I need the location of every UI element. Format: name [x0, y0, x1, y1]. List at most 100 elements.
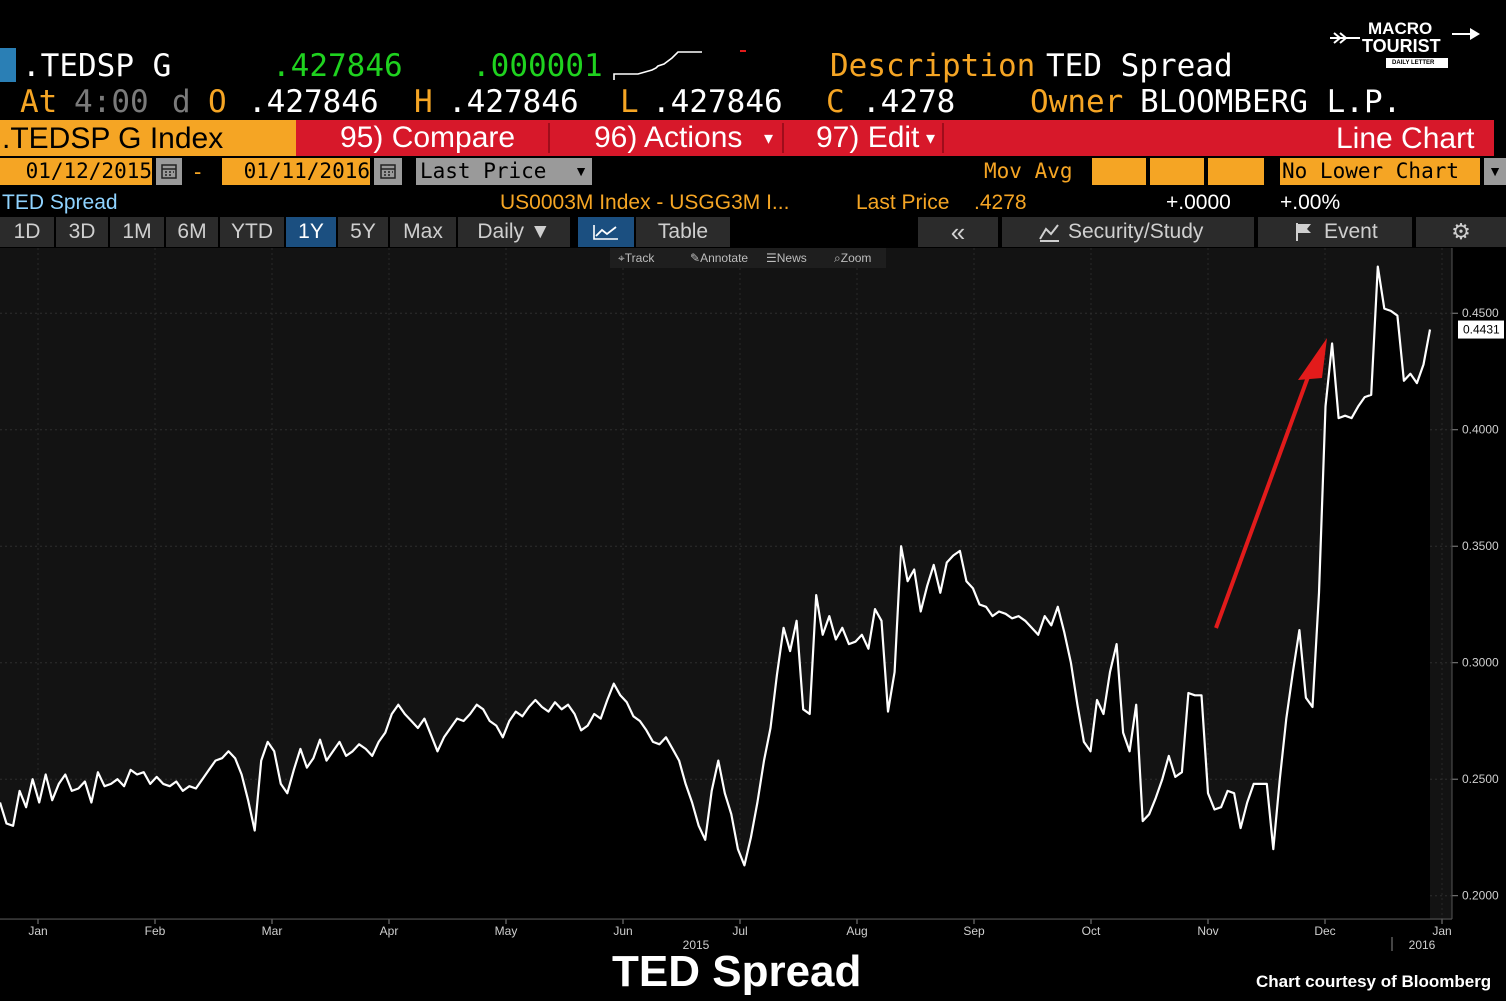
toolbar-divider: [942, 123, 944, 153]
table-view-button[interactable]: Table: [636, 217, 730, 247]
period-5y[interactable]: 5Y: [338, 217, 388, 247]
series-name[interactable]: TED Spread: [2, 191, 118, 214]
chart-credit: Chart courtesy of Bloomberg: [1256, 972, 1492, 991]
period-3d[interactable]: 3D: [56, 217, 108, 247]
y-tick-label: 0.2500: [1462, 772, 1499, 786]
x-tick-label: Mar: [262, 924, 283, 938]
gear-icon: ⚙: [1451, 219, 1471, 244]
year-label: 2015: [683, 938, 710, 952]
lower-chart-dropdown-icon[interactable]: ▼: [1484, 158, 1506, 185]
end-date-input[interactable]: 01/11/2016: [222, 158, 370, 185]
back-button[interactable]: «: [918, 217, 998, 247]
series-formula: US0003M Index - USGG3M I...: [500, 191, 790, 214]
legend-pct-change: +.00%: [1280, 191, 1341, 214]
close-label: C: [826, 84, 845, 120]
chart-caption: TED Spread: [612, 947, 862, 996]
line-chart-toggle[interactable]: [578, 217, 634, 247]
last-price: .427846: [272, 48, 403, 84]
quote-time: 4:00: [74, 84, 149, 120]
x-tick-label: Jul: [732, 924, 747, 938]
frequency-select[interactable]: Daily ▼: [458, 217, 570, 247]
lower-chart-select[interactable]: No Lower Chart: [1280, 158, 1480, 185]
logo-line1: MACRO: [1368, 19, 1433, 38]
close-value: .4278: [862, 84, 956, 120]
security-marker: [0, 48, 16, 82]
last-value-tag: 0.4431: [1458, 320, 1504, 339]
edit-chevron-icon: ▾: [926, 128, 936, 148]
period-ytd[interactable]: YTD: [220, 217, 284, 247]
chart-tool-strip: ⌖ Track ✎ Annotate ☰ News ⌕ Zoom: [610, 248, 886, 268]
y-tick-label: 0.3500: [1462, 539, 1499, 553]
mov-avg-input-1[interactable]: [1092, 158, 1146, 185]
chart-type-label[interactable]: Line Chart: [1336, 122, 1475, 155]
legend-change: +.0000: [1166, 191, 1231, 214]
period-6m[interactable]: 6M: [166, 217, 218, 247]
year-label: 2016: [1409, 938, 1436, 952]
ticker-symbol[interactable]: .TEDSP G: [22, 48, 172, 84]
zoom-tool[interactable]: ⌕ Zoom: [834, 248, 871, 268]
mov-avg-input-2[interactable]: [1150, 158, 1204, 185]
start-calendar-icon[interactable]: [156, 158, 182, 185]
x-tick-label: May: [495, 924, 518, 938]
logo-line2: TOURIST: [1362, 36, 1441, 56]
description-label: Description: [830, 48, 1036, 84]
security-tab[interactable]: .TEDSP G Index: [0, 120, 296, 156]
start-date-input[interactable]: 01/12/2015: [0, 158, 152, 185]
toolbar-divider: [548, 123, 550, 153]
security-study-label: Security/Study: [1068, 220, 1204, 243]
price-field-select[interactable]: Last Price: [416, 158, 570, 185]
actions-button[interactable]: 96) Actions: [594, 121, 743, 154]
flag-icon: [1296, 223, 1311, 241]
news-tool[interactable]: ☰ News: [766, 248, 807, 268]
net-change: .000001: [472, 48, 603, 84]
open-value: .427846: [248, 84, 379, 120]
x-tick-label: Oct: [1082, 924, 1101, 938]
annotate-tool[interactable]: ✎ Annotate: [690, 248, 748, 268]
track-tool[interactable]: ⌖ Track: [618, 248, 654, 268]
security-tab-label: .TEDSP G Index: [2, 122, 224, 155]
edit-button[interactable]: 97) Edit: [816, 121, 920, 154]
macro-tourist-logo: MACRO TOURIST DAILY LETTER: [1330, 16, 1490, 70]
event-button[interactable]: Event: [1258, 217, 1412, 247]
sparkline-icon: [613, 50, 746, 80]
end-calendar-icon[interactable]: [374, 158, 402, 185]
x-tick-label: Nov: [1197, 924, 1218, 938]
legend-last-value: .4278: [974, 191, 1027, 214]
settings-button[interactable]: ⚙: [1416, 217, 1506, 247]
news-label: News: [776, 251, 807, 265]
high-value: .427846: [448, 84, 579, 120]
period-1m[interactable]: 1M: [110, 217, 164, 247]
ted-spread-chart[interactable]: Jan Feb Mar Apr May Jun Jul Aug Sep Oct Nov Dec Jan2…: [0, 248, 1506, 1001]
mov-avg-input-3[interactable]: [1208, 158, 1264, 185]
period-1y[interactable]: 1Y: [286, 217, 336, 247]
compare-button[interactable]: 95) Compare: [340, 121, 516, 154]
period-max[interactable]: Max: [390, 217, 456, 247]
line-chart-icon: [593, 225, 618, 240]
low-value: .427846: [652, 84, 783, 120]
at-label: At: [20, 84, 58, 120]
x-tick-label: Apr: [380, 924, 399, 938]
low-label: L: [620, 84, 639, 120]
zoom-label: Zoom: [840, 251, 872, 265]
chart-toolbar: 1D 3D 1M 6M YTD 1Y 5Y Max Daily ▼ Table …: [0, 217, 1506, 247]
mov-avg-label: Mov Avg: [984, 159, 1073, 183]
annotate-label: Annotate: [700, 251, 749, 265]
trend-arrow-head: [1298, 338, 1327, 380]
open-label: O: [208, 84, 227, 120]
y-tick-label: 0.2000: [1462, 889, 1499, 903]
x-tick-label: Jan: [1432, 924, 1451, 938]
owner-label: Owner: [1030, 84, 1124, 120]
x-tick-label: Jan: [28, 924, 47, 938]
period-1d[interactable]: 1D: [0, 217, 54, 247]
x-tick-label: Jun: [613, 924, 632, 938]
price-field-dropdown-icon[interactable]: ▼: [570, 158, 592, 185]
y-tick-label: 0.3000: [1462, 656, 1499, 670]
trend-arrow-shaft: [1214, 365, 1314, 629]
series-area-fill: [0, 266, 1430, 920]
y-tick-label: 0.4500: [1462, 306, 1499, 320]
last-value-label: 0.4431: [1463, 323, 1500, 337]
toolbar-divider: [782, 123, 784, 153]
security-study-button[interactable]: Security/Study: [1002, 217, 1254, 247]
ted-spread-line: [0, 265, 1432, 867]
y-tick-label: 0.4000: [1462, 423, 1499, 437]
